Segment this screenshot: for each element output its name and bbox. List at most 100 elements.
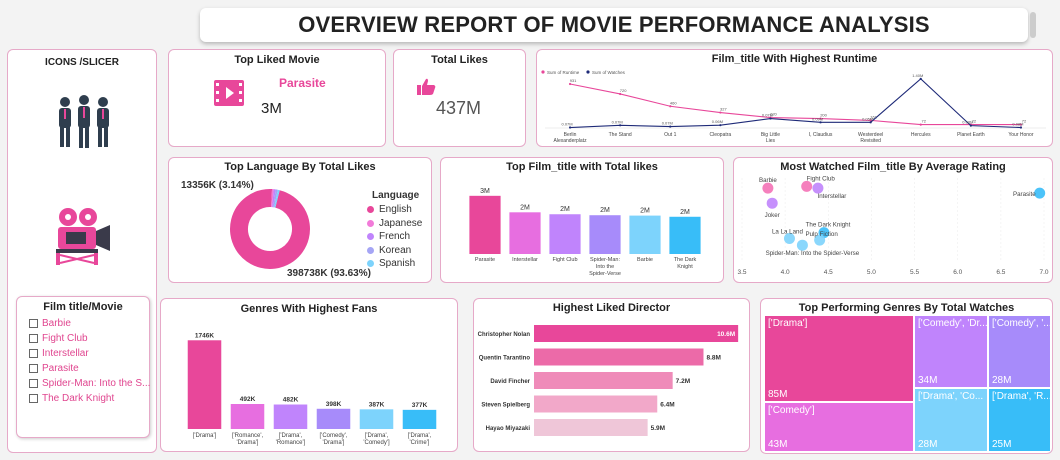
scatter-point[interactable] — [814, 234, 826, 246]
x-tick-label: ['Comedy', 'Drama'] — [320, 433, 348, 446]
data-point[interactable] — [1019, 123, 1023, 126]
scatter-point[interactable] — [796, 239, 808, 251]
bar[interactable] — [534, 325, 739, 342]
slicer-item-label: Fight Club — [42, 333, 88, 344]
bar[interactable] — [549, 214, 581, 254]
film-title-slicer[interactable]: Film title/Movie Barbie Fight Club Inter… — [16, 296, 150, 438]
x-tick-label: 5.5 — [910, 269, 919, 276]
data-point[interactable] — [619, 92, 622, 96]
legend-item-english[interactable]: English — [367, 204, 412, 215]
point-label: Fight Club — [807, 175, 836, 182]
slicer-item-fight-club[interactable]: Fight Club — [29, 333, 88, 344]
bar-value-label: 3M — [480, 188, 490, 195]
data-point[interactable] — [819, 121, 822, 124]
bar[interactable] — [629, 215, 661, 254]
x-tick-label: The Stand — [609, 132, 632, 138]
total-likes-card: Total Likes 437M — [393, 49, 526, 147]
donut-slice-english[interactable] — [230, 189, 310, 269]
chart-title: Film_title With Highest Runtime — [711, 53, 878, 65]
treemap-cell[interactable]: ['Drama', 'Co... 28M — [914, 388, 988, 452]
data-label: 1.40M — [912, 73, 923, 78]
scatter-point[interactable] — [783, 232, 795, 244]
donut-slice-spanish[interactable] — [230, 189, 310, 269]
point-label: Barbie — [759, 177, 777, 184]
data-point[interactable] — [619, 124, 622, 127]
slicer-item-barbie[interactable]: Barbie — [29, 318, 71, 329]
bar[interactable] — [187, 340, 222, 429]
scatter-point[interactable] — [762, 182, 774, 194]
data-point[interactable] — [568, 82, 572, 86]
bar[interactable] — [273, 404, 308, 429]
slicer-item-spider-man[interactable]: Spider-Man: Into the S... — [29, 378, 150, 389]
bar-value-label: 6.4M — [660, 402, 674, 409]
legend-item-japanese[interactable]: Japanese — [367, 218, 422, 229]
data-point[interactable] — [969, 124, 972, 127]
treemap-cell[interactable]: ['Comedy', 'Dr... 34M — [914, 315, 988, 388]
bar[interactable] — [359, 409, 394, 429]
data-point[interactable] — [869, 119, 872, 122]
scatter-point[interactable] — [1034, 187, 1046, 199]
legend-item-spanish[interactable]: Spanish — [367, 258, 415, 269]
rating-chart-card: Most Watched Film_title By Average Ratin… — [733, 157, 1053, 283]
x-tick-label: Parasite — [475, 257, 495, 263]
slicer-item-dark-knight[interactable]: The Dark Knight — [29, 393, 114, 404]
checkbox[interactable] — [29, 334, 38, 343]
data-point[interactable] — [819, 117, 822, 120]
bar-value-label: 2M — [680, 209, 690, 216]
bar[interactable] — [402, 409, 437, 429]
data-point[interactable] — [769, 117, 772, 120]
language-chart-card: Top Language By Total Likes 13356K (3.14… — [168, 157, 432, 283]
data-point[interactable] — [919, 123, 922, 126]
data-point[interactable] — [669, 125, 672, 128]
top-liked-movie-name: Parasite — [279, 76, 326, 90]
scatter-point[interactable] — [801, 180, 813, 192]
data-point[interactable] — [719, 124, 722, 127]
data-label: 460 — [670, 100, 677, 105]
point-label: Joker — [765, 212, 780, 219]
treemap-cell-label: ['Drama', 'Co... — [918, 391, 984, 402]
data-point[interactable] — [919, 77, 922, 80]
x-tick-label: Interstellar — [512, 257, 538, 263]
data-point[interactable] — [869, 121, 872, 124]
bar[interactable] — [534, 372, 673, 389]
data-point[interactable] — [1019, 126, 1023, 129]
total-likes-value: 437M — [436, 98, 482, 118]
treemap-cell[interactable]: ['Comedy'] 43M — [764, 402, 914, 452]
treemap-cell[interactable]: ['Comedy', '... 28M — [988, 315, 1051, 388]
bar[interactable] — [509, 212, 541, 254]
genres-treemap: ['Drama'] 85M ['Comedy'] 43M ['Comedy', 'Dr.… — [764, 315, 1051, 452]
bar[interactable] — [534, 419, 648, 436]
bar[interactable] — [534, 348, 704, 366]
bar-value-label: 2M — [640, 208, 650, 215]
checkbox[interactable] — [29, 364, 38, 373]
treemap-cell[interactable]: ['Drama', 'R... 25M — [988, 388, 1051, 452]
bar[interactable] — [589, 215, 621, 254]
series-line — [569, 83, 1021, 126]
data-point[interactable] — [568, 126, 572, 129]
bar-value-label: 10.6M — [717, 331, 735, 338]
slicer-item-parasite[interactable]: Parasite — [29, 363, 79, 374]
legend-item-korean[interactable]: Korean — [367, 245, 411, 256]
bar[interactable] — [316, 408, 351, 429]
slicer-item-interstellar[interactable]: Interstellar — [29, 348, 89, 359]
checkbox[interactable] — [29, 319, 38, 328]
checkbox[interactable] — [29, 394, 38, 403]
point-label: The Dark Knight — [806, 222, 851, 229]
x-tick-label: ['Drama', 'Comedy'] — [363, 433, 390, 446]
treemap-cell[interactable]: ['Drama'] 85M — [764, 315, 914, 402]
bar[interactable] — [669, 216, 701, 254]
data-label: 0.05M — [862, 116, 873, 121]
bar[interactable] — [534, 395, 658, 413]
legend-item-french[interactable]: French — [367, 231, 410, 242]
bar[interactable] — [230, 404, 265, 429]
scatter-point[interactable] — [766, 197, 778, 209]
bar[interactable] — [469, 195, 501, 254]
scatter-point[interactable] — [812, 182, 824, 194]
bar-value-label: 5.9M — [651, 425, 665, 432]
checkbox[interactable] — [29, 379, 38, 388]
data-point[interactable] — [719, 111, 722, 114]
scrollbar[interactable] — [1030, 12, 1036, 38]
data-point[interactable] — [669, 105, 672, 108]
legend-label: English — [379, 204, 412, 215]
checkbox[interactable] — [29, 349, 38, 358]
